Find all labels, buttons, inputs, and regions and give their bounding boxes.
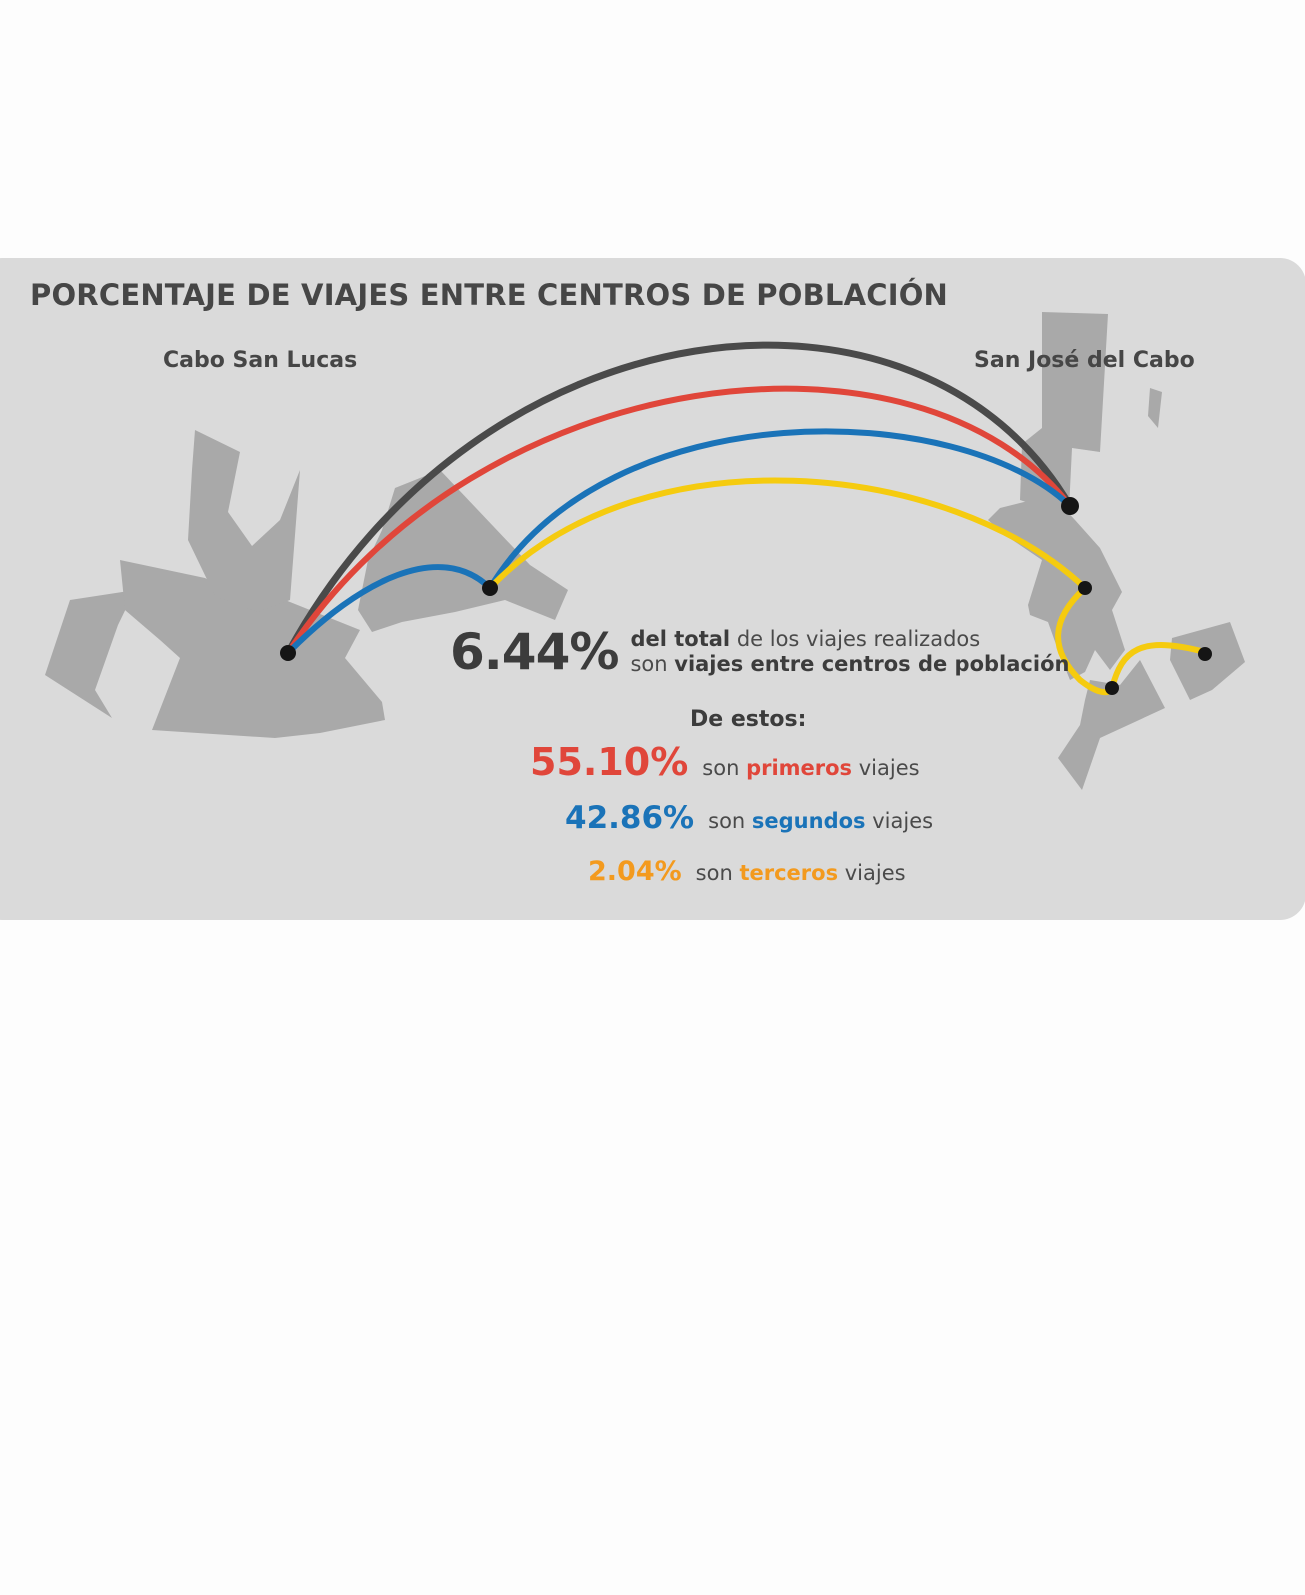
breakdown-value: 42.86% [565, 800, 695, 836]
summary-stat: 6.44% del total de los viajes realizados… [450, 627, 1069, 677]
san-jose-del-cabo-map [988, 312, 1245, 790]
breakdown-keyword: terceros [739, 861, 839, 885]
cabo-san-lucas-map [45, 430, 568, 738]
route-segundos-local [285, 564, 493, 656]
summary-description: del total de los viajes realizados son v… [630, 627, 1069, 677]
breakdown-row-primeros: 55.10% son primeros viajes [530, 740, 920, 784]
node-san-jose-3 [1198, 647, 1212, 661]
breakdown-keyword: primeros [746, 756, 853, 780]
breakdown-post: viajes [865, 809, 934, 833]
node-san-jose-1 [1078, 581, 1092, 595]
node-san-jose-del-cabo [1061, 497, 1079, 515]
breakdown-pre: son [708, 809, 752, 833]
breakdown-value: 55.10% [530, 740, 689, 784]
breakdown-pre: son [702, 756, 747, 780]
node-san-jose-2 [1105, 681, 1119, 695]
breakdown-value: 2.04% [588, 856, 682, 887]
node-midpoint [482, 580, 498, 596]
summary-line1-rest: de los viajes realizados [730, 627, 981, 651]
breakdown-post: viajes [838, 861, 906, 885]
breakdown-post: viajes [852, 756, 920, 780]
page-title: PORCENTAJE DE VIAJES ENTRE CENTROS DE PO… [30, 278, 949, 312]
breakdown-row-segundos: 42.86% son segundos viajes [565, 800, 933, 836]
breakdown-heading: De estos: [690, 707, 807, 732]
city-label-san-jose-del-cabo: San José del Cabo [974, 348, 1195, 373]
route-primeros [285, 385, 1073, 656]
city-label-cabo-san-lucas: Cabo San Lucas [163, 348, 358, 373]
breakdown-pre: son [695, 861, 740, 885]
breakdown-keyword: segundos [751, 809, 866, 833]
node-cabo-san-lucas [280, 645, 296, 661]
summary-line2-pre: son [630, 652, 675, 676]
route-terceros [487, 477, 1088, 591]
summary-percentage: 6.44% [450, 623, 619, 681]
breakdown-row-terceros: 2.04% son terceros viajes [588, 856, 906, 887]
summary-line1-bold: del total [630, 627, 731, 651]
summary-line2-bold: viajes entre centros de población [674, 652, 1070, 676]
route-total [284, 341, 1074, 657]
route-segundos [487, 428, 1073, 591]
route-terceros-local [1055, 585, 1208, 696]
